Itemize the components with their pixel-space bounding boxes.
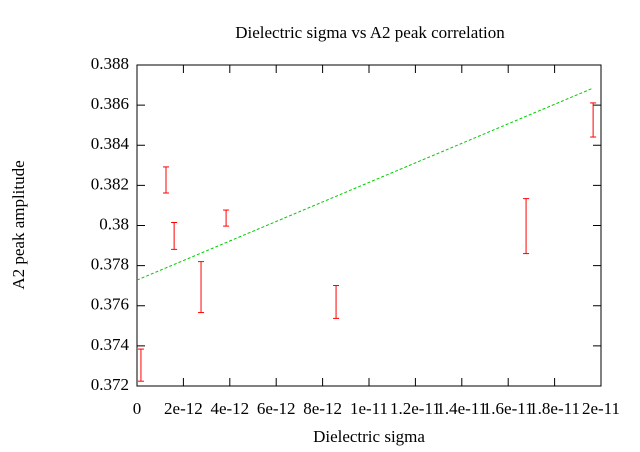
x-tick-label: 1.6e-11 [483,399,534,418]
x-tick-label: 1.8e-11 [529,399,580,418]
x-tick-label: 8e-12 [303,399,342,418]
y-tick-label: 0.388 [91,54,129,73]
y-tick-label: 0.386 [91,94,129,113]
y-tick-label: 0.38 [99,214,129,233]
y-tick-label: 0.374 [91,335,130,354]
y-axis-label: A2 peak amplitude [9,160,28,289]
x-tick-label: 1.4e-11 [436,399,487,418]
x-tick-label: 2e-12 [164,399,203,418]
x-tick-label: 4e-12 [210,399,249,418]
y-tick-label: 0.376 [91,295,129,314]
fit-line [136,87,594,281]
x-tick-label: 1.2e-11 [390,399,441,418]
x-tick-label: 6e-12 [257,399,296,418]
x-axis-label: Dielectric sigma [313,427,425,446]
y-tick-label: 0.384 [91,134,130,153]
x-tick-label: 1e-11 [350,399,388,418]
y-tick-label: 0.382 [91,174,129,193]
x-tick-label: 2e-11 [582,399,620,418]
chart-title: Dielectric sigma vs A2 peak correlation [235,23,505,42]
x-tick-label: 0 [133,399,142,418]
y-tick-label: 0.378 [91,255,129,274]
y-tick-label: 0.372 [91,375,129,394]
